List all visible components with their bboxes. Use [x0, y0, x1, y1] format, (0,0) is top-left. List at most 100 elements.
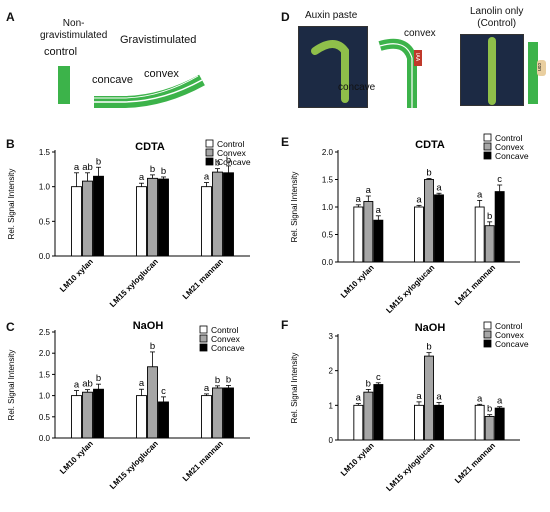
legend-label: Convex [495, 142, 525, 152]
legend-swatch-control [199, 325, 208, 334]
significance-letter: c [376, 372, 381, 383]
y-axis-label: Rel. Signal Intensity [7, 350, 16, 421]
significance-letter: a [497, 396, 503, 407]
panel-label-d: D [281, 10, 290, 24]
legend-swatch-control [483, 133, 492, 142]
bar-convex [147, 177, 158, 257]
bar-convex [363, 391, 374, 441]
legend-label: Concave [495, 339, 529, 349]
concave-label: concave [92, 74, 133, 86]
y-tick-label: 3 [329, 332, 334, 341]
y-tick-label: 0 [329, 436, 334, 445]
y-tick-label: 0.5 [39, 217, 51, 226]
y-tick-label: 2.0 [39, 349, 51, 358]
significance-letter: a [436, 392, 442, 403]
gravistimulated-label: Gravistimulated [120, 34, 197, 46]
y-tick-label: 2.0 [322, 148, 334, 157]
bar-control [414, 404, 424, 441]
bar-control [136, 395, 147, 439]
convex-label: convex [144, 68, 179, 80]
y-axis-label: Rel. Signal Intensity [7, 169, 16, 240]
bar-concave [223, 387, 234, 439]
y-tick-label: 1 [329, 401, 334, 410]
bar-convex [424, 179, 434, 263]
category-label: LM21 mannan [181, 257, 225, 301]
y-tick-label: 1.0 [39, 183, 51, 192]
significance-letter: ab [82, 379, 93, 390]
panel-label-a: A [6, 10, 15, 24]
legend-swatch-concave [483, 151, 492, 160]
significance-letter: a [204, 383, 210, 394]
y-tick-label: 1.5 [322, 176, 334, 185]
significance-letter: b [487, 404, 492, 415]
bar-convex [484, 225, 495, 263]
bar-control [201, 186, 212, 257]
legend-label: Control [495, 133, 523, 143]
significance-letter: a [477, 189, 483, 200]
legend-label: Concave [211, 343, 245, 353]
legend-swatch-concave [199, 343, 208, 352]
bar-control [353, 404, 364, 441]
category-label: LM15 xyloglucan [384, 441, 436, 493]
legend-swatch-concave [483, 339, 492, 348]
significance-letter: b [96, 156, 101, 167]
y-tick-label: 2 [329, 367, 334, 376]
legend-label: Concave [495, 151, 529, 161]
category-label: LM15 xyloglucan [108, 439, 160, 491]
legend-label: Control [495, 321, 523, 331]
auxin-photo [298, 26, 368, 108]
chart-title: CDTA [135, 141, 165, 153]
significance-letter: a [74, 380, 80, 391]
y-tick-label: 0.0 [39, 434, 51, 443]
significance-letter: a [376, 205, 382, 216]
chart-title: CDTA [415, 139, 445, 151]
category-label: LM10 xylan [339, 441, 376, 478]
significance-letter: b [226, 374, 231, 385]
bar-concave [494, 407, 505, 441]
non-gravistimulated-label: Non- gravistimulated [40, 18, 108, 41]
legend-swatch-control [205, 139, 214, 148]
bar-concave [434, 194, 444, 263]
legend-label: Concave [217, 157, 251, 167]
auxin-diagram [378, 38, 422, 108]
bar-control [136, 186, 147, 257]
chart-e: CDTA Rel. Signal Intensity 0.0 0.5 1.0 1.5 2.0… [290, 133, 529, 315]
legend-swatch-convex [199, 334, 208, 343]
d-convex-label: convex [404, 28, 436, 39]
significance-letter: a [139, 172, 145, 183]
y-tick-label: 0.0 [39, 252, 51, 261]
significance-letter: a [356, 393, 362, 404]
bar-concave [158, 178, 169, 257]
legend-label: Convex [217, 148, 247, 158]
legend-label: Control [217, 139, 245, 149]
bar-concave [494, 191, 505, 263]
bar-convex [147, 366, 158, 439]
significance-letter: c [497, 174, 502, 185]
lanolin-label: Lanolin only (Control) [470, 6, 524, 29]
panel-label-e: E [281, 135, 290, 149]
bar-control [353, 206, 364, 263]
y-tick-label: 1.0 [322, 203, 334, 212]
significance-letter: a [356, 194, 362, 205]
gravistimulated-stem [94, 74, 205, 108]
bar-control [71, 395, 82, 439]
bar-concave [158, 401, 169, 439]
bar-convex [424, 355, 434, 441]
significance-letter: a [366, 185, 372, 196]
bar-control [474, 206, 485, 263]
bar-concave [373, 219, 384, 263]
significance-letter: b [215, 375, 220, 386]
y-axis-label: Rel. Signal Intensity [290, 353, 299, 424]
significance-letter: a [436, 182, 442, 193]
lanolin-patch [537, 60, 546, 76]
significance-letter: b [426, 167, 431, 178]
y-tick-label: 1.5 [39, 370, 51, 379]
significance-letter: b [96, 373, 101, 384]
chart-title: NaOH [415, 322, 446, 334]
significance-letter: b [426, 342, 431, 353]
bar-concave [434, 404, 444, 441]
bar-convex [484, 415, 495, 441]
significance-letter: a [416, 391, 422, 402]
